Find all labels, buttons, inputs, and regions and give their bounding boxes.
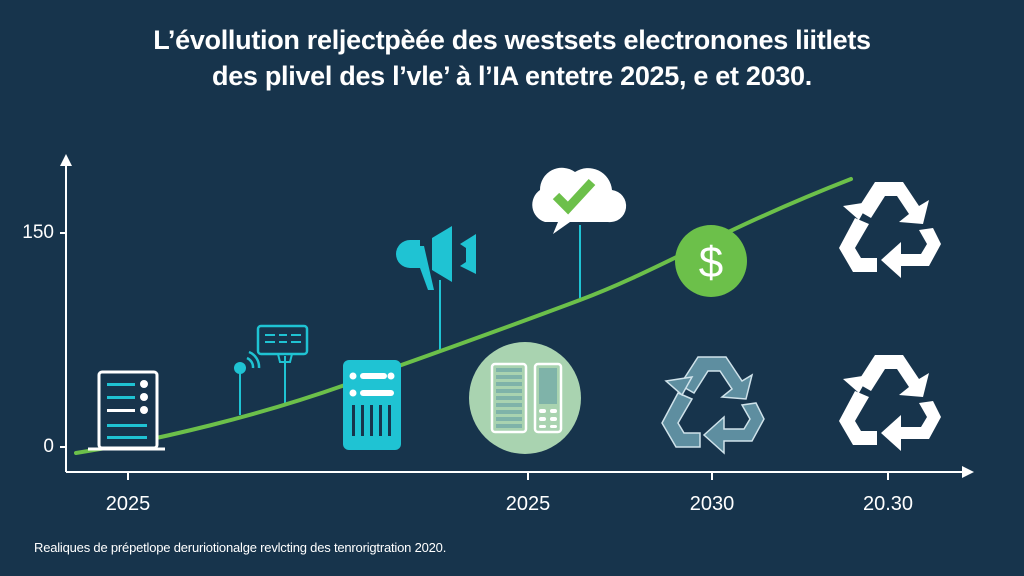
recycle-white-top-icon [839, 182, 941, 278]
x-tick-label-2: 2025 [505, 493, 551, 515]
y-axis [60, 154, 72, 472]
document-server-icon [88, 370, 165, 451]
y-tick-label-150: 150 [22, 222, 54, 243]
chart-caption: Realiques de prépetlope deruriotionalge … [34, 540, 447, 555]
svg-text:$: $ [699, 238, 723, 287]
y-axis-arrow-icon [60, 154, 72, 166]
wifi-sensor-icon [234, 350, 261, 374]
icon-stems [239, 225, 581, 415]
y-tick-label-0: 0 [43, 436, 54, 457]
chart-title-line-2: des plivel des l’vle’ à l’IA entetre 202… [212, 61, 812, 91]
monitor-icon [256, 324, 309, 363]
megaphone-icon [396, 226, 476, 290]
cloud-check-icon [532, 167, 627, 234]
x-axis [66, 466, 974, 480]
devices-circle-icon [469, 342, 581, 454]
x-tick-label-3: 2030 [689, 493, 735, 515]
server-rack-icon [343, 360, 401, 450]
recycle-white-bottom-icon [839, 355, 941, 451]
chart-title: L’évollution reljectpèée des westsets el… [0, 22, 1024, 94]
x-axis-arrow-icon [962, 466, 974, 478]
recycle-muted-icon [661, 356, 765, 454]
chart-title-line-1: L’évollution reljectpèée des westsets el… [153, 25, 871, 55]
dollar-coin-icon: $ [675, 225, 747, 297]
x-tick-label-1: 2025 [105, 493, 151, 515]
x-tick-label-4: 20.30 [862, 493, 914, 515]
trend-line [74, 177, 853, 455]
